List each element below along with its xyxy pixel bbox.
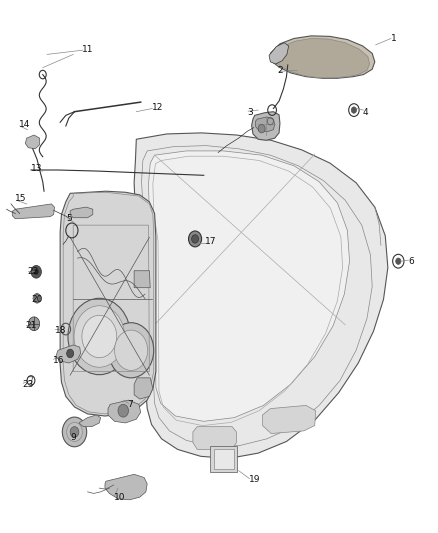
- Polygon shape: [269, 43, 289, 64]
- Circle shape: [109, 322, 154, 378]
- Circle shape: [82, 316, 117, 358]
- Text: 19: 19: [249, 475, 260, 484]
- Circle shape: [34, 269, 39, 274]
- Text: 14: 14: [19, 120, 30, 129]
- Text: 3: 3: [247, 108, 253, 117]
- Text: 5: 5: [66, 214, 71, 223]
- Text: 20: 20: [31, 295, 42, 304]
- Polygon shape: [79, 415, 101, 426]
- Circle shape: [67, 422, 82, 441]
- Polygon shape: [148, 151, 350, 421]
- Polygon shape: [56, 345, 81, 363]
- Text: 13: 13: [31, 164, 42, 173]
- Text: 21: 21: [25, 321, 37, 330]
- Polygon shape: [193, 426, 237, 449]
- Circle shape: [62, 417, 87, 447]
- Circle shape: [351, 107, 357, 114]
- Polygon shape: [12, 204, 54, 219]
- Text: 11: 11: [82, 45, 93, 54]
- Polygon shape: [134, 378, 153, 399]
- Circle shape: [67, 349, 74, 358]
- Text: 15: 15: [15, 194, 27, 203]
- Text: 17: 17: [205, 237, 216, 246]
- Text: 12: 12: [152, 103, 163, 112]
- Circle shape: [68, 298, 131, 375]
- Circle shape: [118, 405, 128, 417]
- Polygon shape: [273, 38, 370, 78]
- Text: 23: 23: [22, 379, 34, 389]
- Circle shape: [396, 258, 401, 264]
- Polygon shape: [262, 406, 316, 433]
- Polygon shape: [25, 135, 40, 149]
- Circle shape: [70, 426, 79, 437]
- Text: 9: 9: [70, 433, 76, 442]
- Polygon shape: [60, 191, 156, 416]
- Text: 10: 10: [114, 492, 125, 502]
- Circle shape: [33, 294, 41, 303]
- Polygon shape: [255, 117, 275, 132]
- Bar: [214, 449, 234, 469]
- Circle shape: [28, 317, 40, 330]
- Circle shape: [188, 231, 201, 247]
- Text: 6: 6: [408, 257, 414, 265]
- Text: 18: 18: [54, 326, 66, 335]
- Text: 16: 16: [53, 357, 64, 366]
- Polygon shape: [108, 400, 141, 423]
- Polygon shape: [270, 36, 375, 78]
- Text: 7: 7: [127, 400, 133, 409]
- Text: 1: 1: [391, 34, 397, 43]
- Polygon shape: [70, 207, 93, 217]
- Polygon shape: [141, 146, 372, 446]
- Circle shape: [191, 235, 198, 243]
- Polygon shape: [252, 112, 280, 140]
- Polygon shape: [134, 133, 388, 458]
- Bar: [210, 446, 237, 472]
- Polygon shape: [105, 474, 147, 500]
- Circle shape: [258, 124, 265, 133]
- Text: 22: 22: [28, 268, 39, 276]
- Text: 2: 2: [278, 66, 283, 75]
- Circle shape: [31, 265, 42, 278]
- Text: 4: 4: [363, 108, 368, 117]
- Circle shape: [115, 330, 148, 370]
- Circle shape: [74, 306, 124, 367]
- Polygon shape: [134, 271, 150, 288]
